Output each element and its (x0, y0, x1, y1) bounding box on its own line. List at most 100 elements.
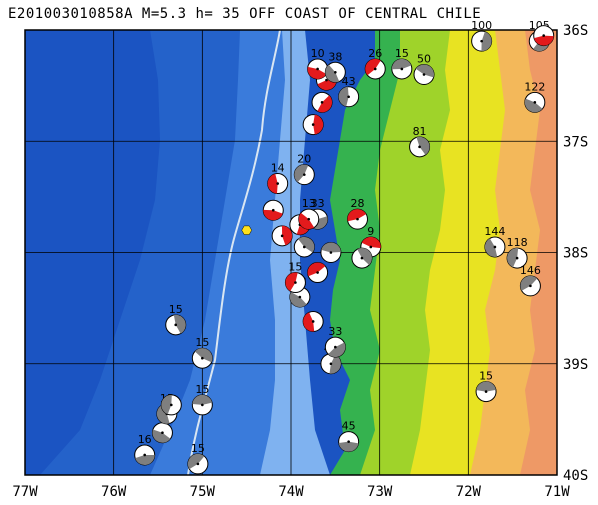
depth-label: 45 (342, 420, 356, 433)
focal-mechanism-beachball: 13 (298, 197, 320, 230)
beachball-center (542, 34, 545, 37)
beachball-center (311, 320, 315, 323)
beachball-center (325, 78, 328, 82)
focal-mechanism-beachball: 50 (413, 53, 435, 85)
depth-label: 15 (395, 47, 409, 60)
focal-mechanism-beachball: 15 (191, 336, 213, 369)
focal-mechanism-beachball (160, 394, 182, 416)
beachball-quadrant (361, 236, 381, 249)
depth-label: 33 (328, 325, 342, 338)
beachball-quadrant (481, 31, 492, 52)
beachball-center (280, 234, 284, 238)
beachball-center (298, 295, 302, 299)
depth-label: 10 (311, 47, 325, 60)
beachball-quadrant (534, 35, 554, 46)
beachball-quadrant (325, 64, 340, 83)
beachball-quadrant (524, 98, 543, 113)
beachball-center (533, 101, 537, 104)
beachball-center (334, 70, 337, 74)
beachball-quadrant (476, 381, 496, 392)
beachball-quadrant (415, 64, 434, 78)
event-marker (241, 225, 252, 235)
longitude-label: 72W (456, 484, 482, 500)
focal-mechanism-beachball (351, 247, 373, 269)
longitude-label: 73W (367, 484, 393, 500)
beachball-center (369, 245, 373, 249)
beachball-quadrant (192, 394, 213, 405)
beachball-quadrant (267, 173, 278, 194)
beachball-quadrant (321, 242, 341, 253)
beachball-center (170, 403, 173, 407)
beachball-quadrant (173, 314, 186, 334)
depth-label: 118 (507, 236, 528, 249)
depth-label: 144 (484, 225, 505, 238)
depth-label: 122 (524, 80, 545, 93)
focal-mechanism-beachball (307, 262, 329, 284)
focal-mechanism-beachball: 15 (165, 303, 187, 336)
depth-label: 100 (471, 19, 492, 32)
depth-label: 28 (351, 197, 365, 210)
longitude-label: 76W (101, 484, 127, 500)
beachball-center (373, 67, 377, 71)
beachball-quadrant (313, 114, 324, 135)
beachball-center (276, 182, 280, 185)
beachball-quadrant (263, 209, 283, 221)
latitude-label: 37S (563, 134, 588, 150)
beachball-quadrant (187, 453, 205, 470)
longitude-label: 75W (190, 484, 216, 500)
focal-mechanism-beachball (262, 199, 284, 221)
longitude-label: 71W (544, 484, 570, 500)
beachball-quadrant (484, 238, 498, 257)
beachball-center (316, 67, 319, 71)
focal-mechanism-beachball: 10 (307, 47, 329, 80)
longitude-label: 77W (12, 484, 38, 500)
beachball-center (360, 256, 364, 260)
longitude-label: 74W (278, 484, 304, 500)
focal-mechanism-beachball (320, 242, 342, 263)
focal-mechanism-beachball: 15 (391, 47, 413, 80)
latitude-label: 36S (563, 23, 588, 39)
beachball-quadrant (135, 454, 155, 465)
focal-mechanism-beachball: 38 (324, 50, 346, 83)
map-title: E201003010858A M=5.3 h= 35 OFF COAST OF … (8, 6, 482, 22)
depth-label: 43 (342, 75, 356, 88)
beachball-quadrant (289, 292, 307, 307)
depth-label: 9 (367, 225, 374, 238)
beachball-center (493, 245, 497, 249)
focal-mechanism-beachball: 26 (364, 47, 386, 80)
depth-label: 50 (417, 53, 431, 66)
beachball-center (347, 440, 350, 443)
focal-mechanism-beachball (302, 310, 324, 332)
depth-label: 14 (271, 162, 285, 175)
beachball-quadrant (307, 262, 326, 277)
beachball-quadrant (152, 429, 171, 443)
focal-mechanism-beachball: 45 (338, 420, 360, 453)
beachball-center (196, 462, 200, 466)
beachball-quadrant (298, 236, 315, 253)
beachball-quadrant (416, 136, 430, 155)
focal-mechanism-beachball (271, 225, 293, 247)
focal-mechanism-beachball: 146 (519, 264, 541, 297)
beachball-center (356, 217, 359, 221)
focal-mechanism-beachball (302, 114, 324, 136)
beachball-quadrant (307, 66, 327, 79)
beachball-center (529, 284, 532, 288)
depth-label: 15 (191, 442, 205, 455)
beachball-center (201, 356, 204, 360)
focal-mechanism-beachball: 33 (324, 325, 346, 358)
focal-mechanism-beachball: 144 (484, 225, 506, 258)
beachball-center (303, 173, 306, 176)
beachball-center (484, 390, 488, 393)
depth-label: 16 (138, 433, 152, 446)
beachball-center (400, 67, 404, 71)
focal-mechanism-beachball: 20 (293, 153, 315, 186)
depth-label: 81 (413, 125, 427, 138)
trench-line (187, 30, 281, 475)
focal-mechanism-beachball: 14 (267, 162, 289, 195)
beachball-center (303, 245, 306, 249)
beachball-center (320, 101, 324, 104)
beachball-quadrant (347, 209, 367, 222)
beachball-center (161, 431, 164, 435)
beachball-quadrant (329, 354, 341, 374)
